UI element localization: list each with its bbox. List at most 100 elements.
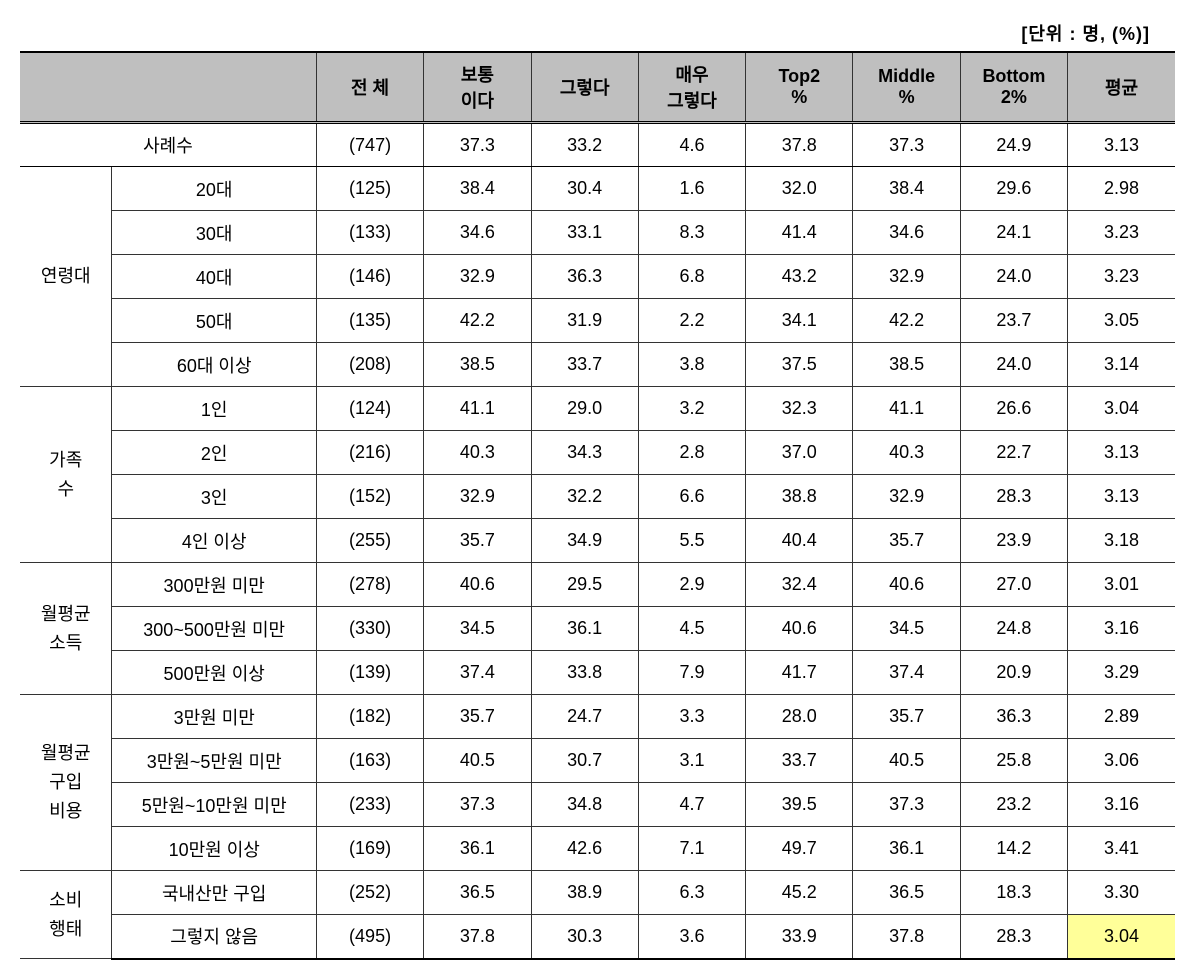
- cell-c3: 7.1: [638, 827, 745, 871]
- summary-c2: 33.2: [531, 123, 638, 167]
- sub-label: 그렇지 않음: [112, 915, 316, 959]
- cell-c2: 30.4: [531, 167, 638, 211]
- cell-c4: 37.5: [746, 343, 853, 387]
- cell-c7: 2.89: [1068, 695, 1175, 739]
- table-row: 월평균소득300만원 미만(278)40.629.52.932.440.627.…: [20, 563, 1175, 607]
- cell-c2: 29.0: [531, 387, 638, 431]
- cell-c7: 3.05: [1068, 299, 1175, 343]
- cell-c4: 41.7: [746, 651, 853, 695]
- cell-total: (208): [316, 343, 423, 387]
- cell-c6: 23.2: [960, 783, 1067, 827]
- cell-total: (152): [316, 475, 423, 519]
- group-label: 소비행태: [20, 871, 112, 959]
- group-label: 가족수: [20, 387, 112, 563]
- table-row: 3인(152)32.932.26.638.832.928.33.13: [20, 475, 1175, 519]
- table-header: 전 체 보통이다 그렇다 매우그렇다 Top2% Middle% Bottom2…: [20, 52, 1175, 123]
- header-very-yes: 매우그렇다: [638, 52, 745, 123]
- sub-label: 40대: [112, 255, 316, 299]
- cell-c5: 35.7: [853, 695, 960, 739]
- cell-c6: 18.3: [960, 871, 1067, 915]
- header-middle: Middle%: [853, 52, 960, 123]
- table-row: 300~500만원 미만(330)34.536.14.540.634.524.8…: [20, 607, 1175, 651]
- cell-c6: 24.0: [960, 343, 1067, 387]
- cell-c5: 37.8: [853, 915, 960, 959]
- table-row: 월평균구입비용3만원 미만(182)35.724.73.328.035.736.…: [20, 695, 1175, 739]
- cell-c7: 3.23: [1068, 255, 1175, 299]
- header-blank: [20, 52, 316, 123]
- cell-c1: 32.9: [424, 475, 531, 519]
- cell-total: (124): [316, 387, 423, 431]
- sub-label: 국내산만 구입: [112, 871, 316, 915]
- cell-c3: 3.3: [638, 695, 745, 739]
- cell-total: (125): [316, 167, 423, 211]
- cell-c4: 43.2: [746, 255, 853, 299]
- cell-c6: 29.6: [960, 167, 1067, 211]
- cell-c1: 37.3: [424, 783, 531, 827]
- cell-c2: 34.3: [531, 431, 638, 475]
- sub-label: 5만원~10만원 미만: [112, 783, 316, 827]
- cell-c1: 35.7: [424, 519, 531, 563]
- cell-c1: 34.5: [424, 607, 531, 651]
- cell-c3: 6.3: [638, 871, 745, 915]
- cell-c6: 14.2: [960, 827, 1067, 871]
- table-row: 60대 이상(208)38.533.73.837.538.524.03.14: [20, 343, 1175, 387]
- cell-c3: 4.7: [638, 783, 745, 827]
- cell-c2: 33.8: [531, 651, 638, 695]
- cell-total: (216): [316, 431, 423, 475]
- cell-c6: 27.0: [960, 563, 1067, 607]
- cell-c4: 33.7: [746, 739, 853, 783]
- sub-label: 1인: [112, 387, 316, 431]
- cell-c4: 38.8: [746, 475, 853, 519]
- cell-c4: 32.4: [746, 563, 853, 607]
- cell-c7: 3.04: [1068, 915, 1175, 959]
- cell-c6: 23.9: [960, 519, 1067, 563]
- cell-c1: 38.5: [424, 343, 531, 387]
- cell-c3: 6.6: [638, 475, 745, 519]
- cell-c4: 41.4: [746, 211, 853, 255]
- cell-c5: 40.5: [853, 739, 960, 783]
- sub-label: 3만원~5만원 미만: [112, 739, 316, 783]
- cell-c2: 42.6: [531, 827, 638, 871]
- cell-c5: 40.3: [853, 431, 960, 475]
- cell-c3: 2.9: [638, 563, 745, 607]
- table-row: 소비행태국내산만 구입(252)36.538.96.345.236.518.33…: [20, 871, 1175, 915]
- cell-c6: 22.7: [960, 431, 1067, 475]
- cell-c2: 36.1: [531, 607, 638, 651]
- cell-c7: 3.30: [1068, 871, 1175, 915]
- table-body: 사례수(747)37.333.24.637.837.324.93.13연령대20…: [20, 123, 1175, 959]
- cell-c1: 36.1: [424, 827, 531, 871]
- sub-label: 10만원 이상: [112, 827, 316, 871]
- header-yes: 그렇다: [531, 52, 638, 123]
- cell-c2: 38.9: [531, 871, 638, 915]
- cell-c1: 40.3: [424, 431, 531, 475]
- cell-c6: 24.0: [960, 255, 1067, 299]
- summary-c4: 37.8: [746, 123, 853, 167]
- cell-c3: 4.5: [638, 607, 745, 651]
- sub-label: 60대 이상: [112, 343, 316, 387]
- header-total: 전 체: [316, 52, 423, 123]
- cell-c4: 40.6: [746, 607, 853, 651]
- cell-c5: 34.5: [853, 607, 960, 651]
- sub-label: 300만원 미만: [112, 563, 316, 607]
- cell-c1: 32.9: [424, 255, 531, 299]
- cell-total: (278): [316, 563, 423, 607]
- header-avg: 평균: [1068, 52, 1175, 123]
- cell-c5: 42.2: [853, 299, 960, 343]
- cell-c1: 40.6: [424, 563, 531, 607]
- cell-total: (146): [316, 255, 423, 299]
- cell-total: (163): [316, 739, 423, 783]
- cell-c6: 25.8: [960, 739, 1067, 783]
- header-top2: Top2%: [746, 52, 853, 123]
- cell-c2: 33.7: [531, 343, 638, 387]
- cell-c4: 45.2: [746, 871, 853, 915]
- group-label: 월평균구입비용: [20, 695, 112, 871]
- table-row: 40대(146)32.936.36.843.232.924.03.23: [20, 255, 1175, 299]
- cell-c3: 3.8: [638, 343, 745, 387]
- cell-c5: 38.4: [853, 167, 960, 211]
- cell-c3: 2.8: [638, 431, 745, 475]
- sub-label: 20대: [112, 167, 316, 211]
- cell-c7: 3.29: [1068, 651, 1175, 695]
- cell-c7: 3.06: [1068, 739, 1175, 783]
- cell-c7: 3.18: [1068, 519, 1175, 563]
- summary-c7: 3.13: [1068, 123, 1175, 167]
